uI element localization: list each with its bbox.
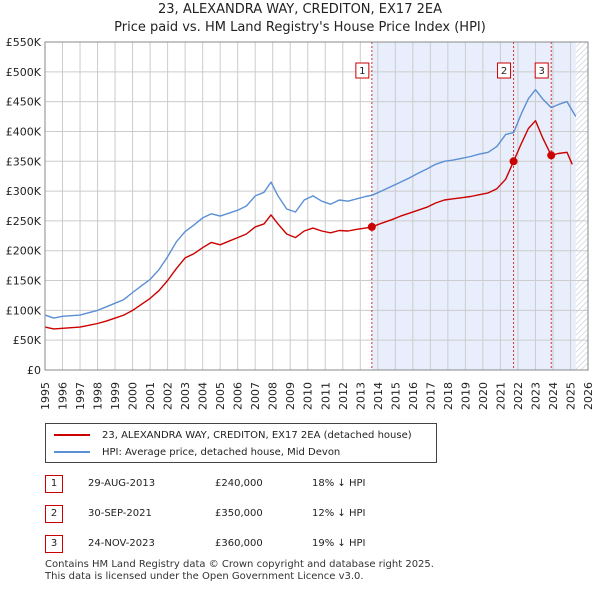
transaction-date: 30-SEP-2021 (88, 508, 152, 519)
x-tick-label: 2016 (407, 382, 420, 410)
sale-point (367, 222, 376, 231)
transaction-number: 3 (45, 535, 63, 553)
sale-marker-label: 1 (359, 66, 365, 77)
legend-item-hpi: HPI: Average price, detached house, Mid … (54, 444, 340, 460)
plot-border (44, 41, 589, 371)
transaction-hpi-diff: 12% ↓ HPI (312, 508, 366, 519)
y-tick-label: £500K (6, 66, 42, 79)
sale-marker-label: 2 (501, 66, 507, 77)
x-tick-label: 2002 (162, 382, 175, 410)
hpi-line (44, 89, 577, 319)
x-tick-label: 2020 (477, 382, 490, 410)
y-tick-label: £200K (6, 245, 42, 258)
chart-title-line2: Price paid vs. HM Land Registry's House … (114, 20, 486, 35)
x-tick-label: 2018 (442, 382, 455, 410)
legend: 23, ALEXANDRA WAY, CREDITON, EX17 2EA (d… (45, 423, 437, 463)
sale-marker-box (534, 62, 549, 79)
legend-swatch-property (54, 434, 90, 436)
x-tick-label: 2021 (494, 382, 507, 410)
transaction-date: 29-AUG-2013 (88, 478, 156, 489)
x-tick-label: 1997 (74, 382, 87, 410)
y-tick-label: £150K (6, 275, 42, 288)
x-tick-label: 2007 (249, 382, 262, 410)
property-line (44, 120, 573, 330)
x-tick-label: 2006 (232, 382, 245, 410)
y-tick-label: £400K (6, 125, 42, 138)
x-tick-label: 2004 (197, 382, 210, 410)
footer-copyright: Contains HM Land Registry data © Crown c… (45, 559, 434, 570)
x-tick-label: 2003 (179, 382, 192, 410)
footer-licence: This data is licensed under the Open Gov… (45, 571, 364, 582)
y-tick-label: £100K (6, 304, 42, 317)
x-tick-label: 2011 (319, 382, 332, 410)
transaction-price: £350,000 (215, 508, 263, 519)
x-tick-label: 2022 (512, 382, 525, 410)
y-tick-label: £250K (6, 215, 42, 228)
x-tick-label: 2008 (267, 382, 280, 410)
legend-swatch-hpi (54, 451, 90, 453)
y-tick-label: £300K (6, 185, 42, 198)
legend-label-hpi: HPI: Average price, detached house, Mid … (102, 446, 341, 458)
x-tick-label: 1995 (39, 382, 52, 410)
chart-title-line1: 23, ALEXANDRA WAY, CREDITON, EX17 2EA (158, 2, 442, 17)
x-tick-label: 2023 (529, 382, 542, 410)
sale-point (547, 151, 556, 160)
transaction-hpi-diff: 18% ↓ HPI (312, 478, 366, 489)
y-tick-label: £550K (6, 36, 42, 49)
ownership-shade (371, 42, 576, 370)
forecast-hatch (575, 42, 588, 370)
y-tick-label: £0 (27, 364, 41, 377)
footer: Contains HM Land Registry data © Crown c… (45, 559, 434, 583)
x-tick-label: 2009 (284, 382, 297, 410)
sale-marker-label: 3 (539, 66, 545, 77)
x-tick-label: 2005 (214, 382, 227, 410)
x-tick-label: 2012 (337, 382, 350, 410)
transaction-price: £360,000 (215, 538, 263, 549)
x-tick-label: 2000 (127, 382, 140, 410)
x-tick-label: 1998 (92, 382, 105, 410)
sale-point (509, 157, 518, 166)
x-tick-label: 2010 (302, 382, 315, 410)
transaction-number: 1 (45, 475, 63, 493)
x-tick-label: 1999 (109, 382, 122, 410)
y-tick-label: £350K (6, 155, 42, 168)
y-tick-label: £450K (6, 96, 42, 109)
x-tick-label: 2015 (389, 382, 402, 410)
price-chart: 1 2 3 £0 £50K £100K £150K £200K £250K £300K £350K… (6, 36, 595, 410)
x-tick-label: 2019 (459, 382, 472, 410)
x-tick-label: 2024 (547, 382, 560, 410)
sale-marker-box (497, 62, 512, 79)
y-tick-label: £50K (13, 334, 42, 347)
transaction-number: 2 (45, 505, 63, 523)
x-tick-label: 1996 (57, 382, 70, 410)
sale-marker-box (355, 62, 370, 79)
x-tick-label: 2026 (582, 382, 595, 410)
x-tick-label: 2001 (144, 382, 157, 410)
x-tick-label: 2013 (354, 382, 367, 410)
transaction-date: 24-NOV-2023 (88, 538, 155, 549)
transaction-price: £240,000 (215, 478, 263, 489)
legend-item-property: 23, ALEXANDRA WAY, CREDITON, EX17 2EA (d… (54, 427, 412, 443)
x-tick-label: 2014 (372, 382, 385, 410)
legend-label-property: 23, ALEXANDRA WAY, CREDITON, EX17 2EA (d… (102, 429, 412, 441)
transaction-row: 1 29-AUG-2013 £240,000 18% ↓ HPI (45, 475, 545, 495)
x-tick-label: 2017 (424, 382, 437, 410)
transaction-row: 2 30-SEP-2021 £350,000 12% ↓ HPI (45, 505, 545, 525)
x-tick-label: 2025 (564, 382, 577, 410)
transaction-hpi-diff: 19% ↓ HPI (312, 538, 366, 549)
transaction-row: 3 24-NOV-2023 £360,000 19% ↓ HPI (45, 535, 545, 555)
